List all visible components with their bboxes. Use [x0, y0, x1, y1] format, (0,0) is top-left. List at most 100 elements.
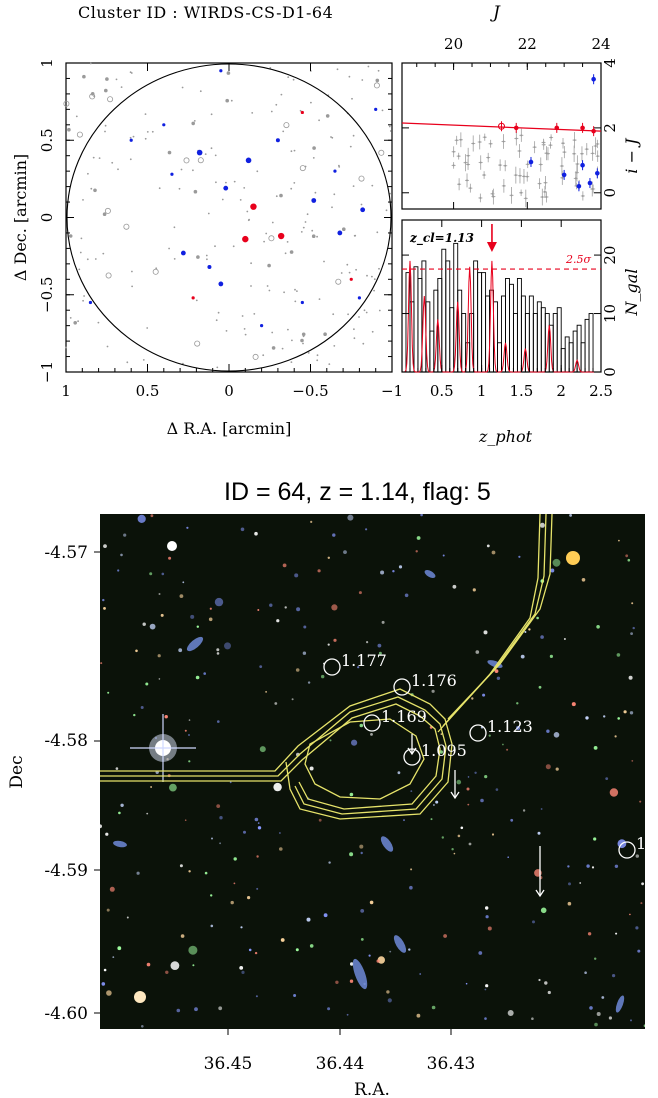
background-source — [196, 255, 200, 259]
field-source — [257, 822, 260, 824]
background-source — [75, 115, 78, 118]
field-source — [435, 800, 439, 804]
background-source — [82, 299, 84, 302]
field-source — [594, 1022, 598, 1027]
field-source — [467, 776, 470, 778]
field-source — [520, 654, 525, 659]
background-source — [225, 330, 228, 332]
field-source — [194, 1007, 198, 1012]
zcl-label: z_cl=1.13 — [409, 231, 474, 246]
background-point — [487, 156, 490, 159]
background-point — [520, 191, 523, 194]
background-source — [232, 245, 235, 248]
background-point — [469, 187, 472, 190]
field-source — [256, 887, 259, 890]
background-source — [206, 258, 208, 261]
background-source — [333, 345, 336, 347]
background-source — [268, 289, 271, 292]
background-source — [69, 317, 72, 319]
background-source — [338, 166, 341, 168]
background-source — [378, 267, 380, 270]
specz-label: 1.123 — [487, 717, 533, 736]
background-source — [144, 137, 147, 140]
cmd-point — [498, 122, 505, 130]
field-source — [216, 652, 220, 655]
member-point — [311, 198, 317, 203]
background-source — [299, 109, 302, 112]
field-source — [403, 819, 405, 822]
histogram-bar — [544, 313, 550, 373]
field-source — [135, 649, 138, 653]
field-source — [506, 748, 509, 751]
background-source — [304, 221, 307, 223]
field-source — [538, 978, 541, 982]
field-source — [518, 555, 521, 558]
field-source — [179, 594, 184, 598]
field-source — [360, 909, 365, 913]
background-source — [323, 260, 325, 263]
member-point — [300, 110, 304, 115]
field-source — [420, 514, 423, 517]
background-source — [331, 206, 333, 209]
field-source — [184, 729, 187, 732]
background-point — [549, 144, 552, 147]
background-source — [389, 130, 392, 132]
background-source — [290, 187, 293, 190]
member-point — [207, 264, 212, 269]
field-source — [496, 676, 501, 680]
background-source — [283, 291, 285, 294]
background-source — [120, 86, 123, 88]
member-point — [245, 157, 252, 164]
member-point — [277, 232, 285, 240]
field-source — [291, 698, 294, 701]
field-source — [276, 619, 280, 623]
field-source — [360, 851, 363, 855]
field-source — [627, 558, 631, 562]
field-source — [241, 970, 245, 974]
background-point — [533, 146, 536, 149]
background-source — [158, 187, 161, 190]
member-point — [218, 281, 224, 287]
specz-label: 1.169 — [381, 707, 427, 726]
field-source — [608, 1016, 612, 1020]
background-source — [73, 321, 77, 325]
field-source — [259, 746, 266, 753]
background-point — [457, 155, 460, 158]
background-source — [93, 95, 96, 98]
field-source — [452, 584, 457, 589]
background-source — [225, 181, 227, 184]
background-source — [287, 328, 289, 331]
field-source — [614, 864, 619, 868]
y-tick-label: 1 — [38, 58, 56, 68]
background-source — [197, 157, 204, 164]
field-source — [302, 651, 307, 655]
background-source — [348, 75, 351, 78]
field-source — [486, 544, 490, 548]
background-source — [302, 335, 305, 338]
field-source — [468, 842, 472, 846]
background-source — [83, 295, 85, 297]
specz-circle — [393, 678, 411, 696]
field-source — [617, 717, 620, 720]
field-source — [214, 597, 224, 607]
field-source — [317, 569, 321, 573]
background-source — [281, 347, 284, 350]
field-source — [369, 900, 374, 905]
member-point — [170, 172, 174, 176]
field-source — [629, 913, 631, 916]
background-source — [267, 263, 271, 268]
background-point — [515, 137, 518, 140]
cmd-point — [580, 125, 585, 131]
field-source — [571, 702, 576, 707]
cmd-point — [587, 180, 593, 186]
field-source — [567, 901, 572, 906]
field-source — [188, 760, 191, 763]
background-source — [104, 130, 106, 133]
color-tick-label: 2 — [601, 123, 619, 133]
background-source — [104, 207, 111, 214]
background-source — [275, 195, 278, 198]
background-source — [244, 333, 247, 336]
field-source — [133, 713, 136, 717]
x-tick-label: −0.5 — [292, 382, 328, 400]
background-source — [373, 82, 380, 89]
